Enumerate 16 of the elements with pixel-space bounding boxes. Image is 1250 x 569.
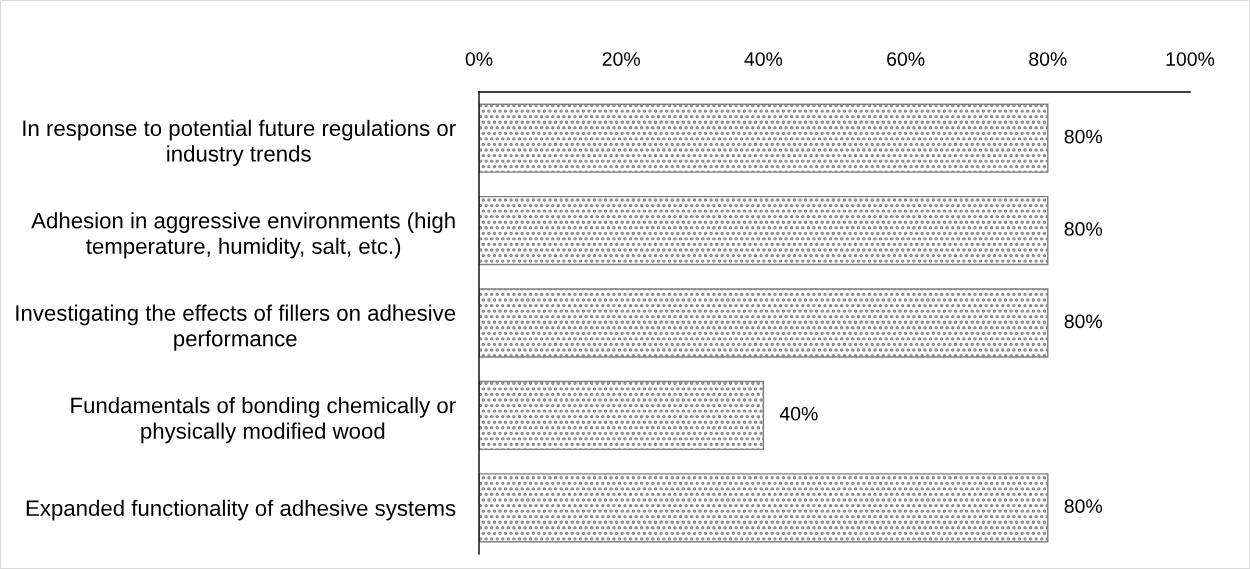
data-label: 80%: [1064, 499, 1102, 514]
x-tick-label: 40%: [744, 52, 783, 66]
y-tick-label: Adhesion in aggressive environments (high temperature, humidity, salt, etc.): [31, 212, 455, 259]
x-tick-label: 80%: [1029, 52, 1067, 66]
x-tick-label: 20%: [602, 52, 640, 66]
data-label: 40%: [779, 406, 818, 421]
x-tick-label: 60%: [887, 52, 925, 66]
y-tick-label: Fundamentals of bonding chemically or physically modified wood: [71, 396, 456, 444]
y-tick-label: Investigating the effects of fillers on adhesive performance: [16, 304, 456, 351]
data-label: 80%: [1064, 314, 1102, 329]
x-tick-label: 0%: [465, 52, 493, 66]
data-label: 80%: [1064, 222, 1102, 236]
y-tick-label: Expanded functionality of adhesive systems: [26, 499, 456, 521]
data-label: 80%: [1064, 129, 1102, 144]
x-tick-label: 100%: [1166, 52, 1215, 66]
y-tick-label: In response to potential future regulations or industry trends: [23, 119, 456, 167]
